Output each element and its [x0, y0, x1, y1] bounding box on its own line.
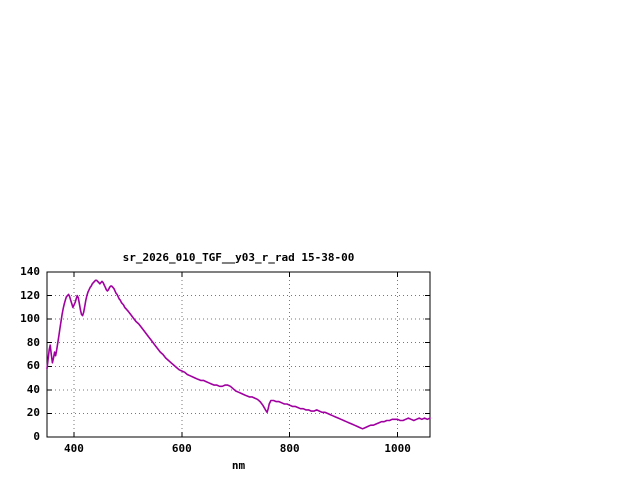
x-tick-label: 1000 — [384, 442, 411, 455]
y-tick-label: 120 — [20, 288, 40, 302]
y-tick-label: 140 — [20, 265, 40, 278]
y-tick-label: 20 — [26, 406, 40, 420]
y-tick-label: 80 — [26, 335, 40, 349]
x-tick-label: 400 — [64, 442, 84, 455]
plot-border — [46, 271, 431, 438]
y-tick-label: 60 — [26, 359, 40, 373]
x-tick-label: 800 — [279, 442, 300, 455]
y-tick-label: 40 — [26, 382, 40, 396]
y-tick-label: 0 — [33, 430, 40, 443]
x-tick-label: 600 — [171, 442, 192, 455]
y-tick-label: 100 — [20, 312, 40, 326]
x-axis-label: nm — [231, 459, 246, 472]
chart-title: sr_2026_010_TGF__y03_r_rad 15-38-00 — [122, 251, 355, 264]
series-line — [46, 279, 431, 430]
